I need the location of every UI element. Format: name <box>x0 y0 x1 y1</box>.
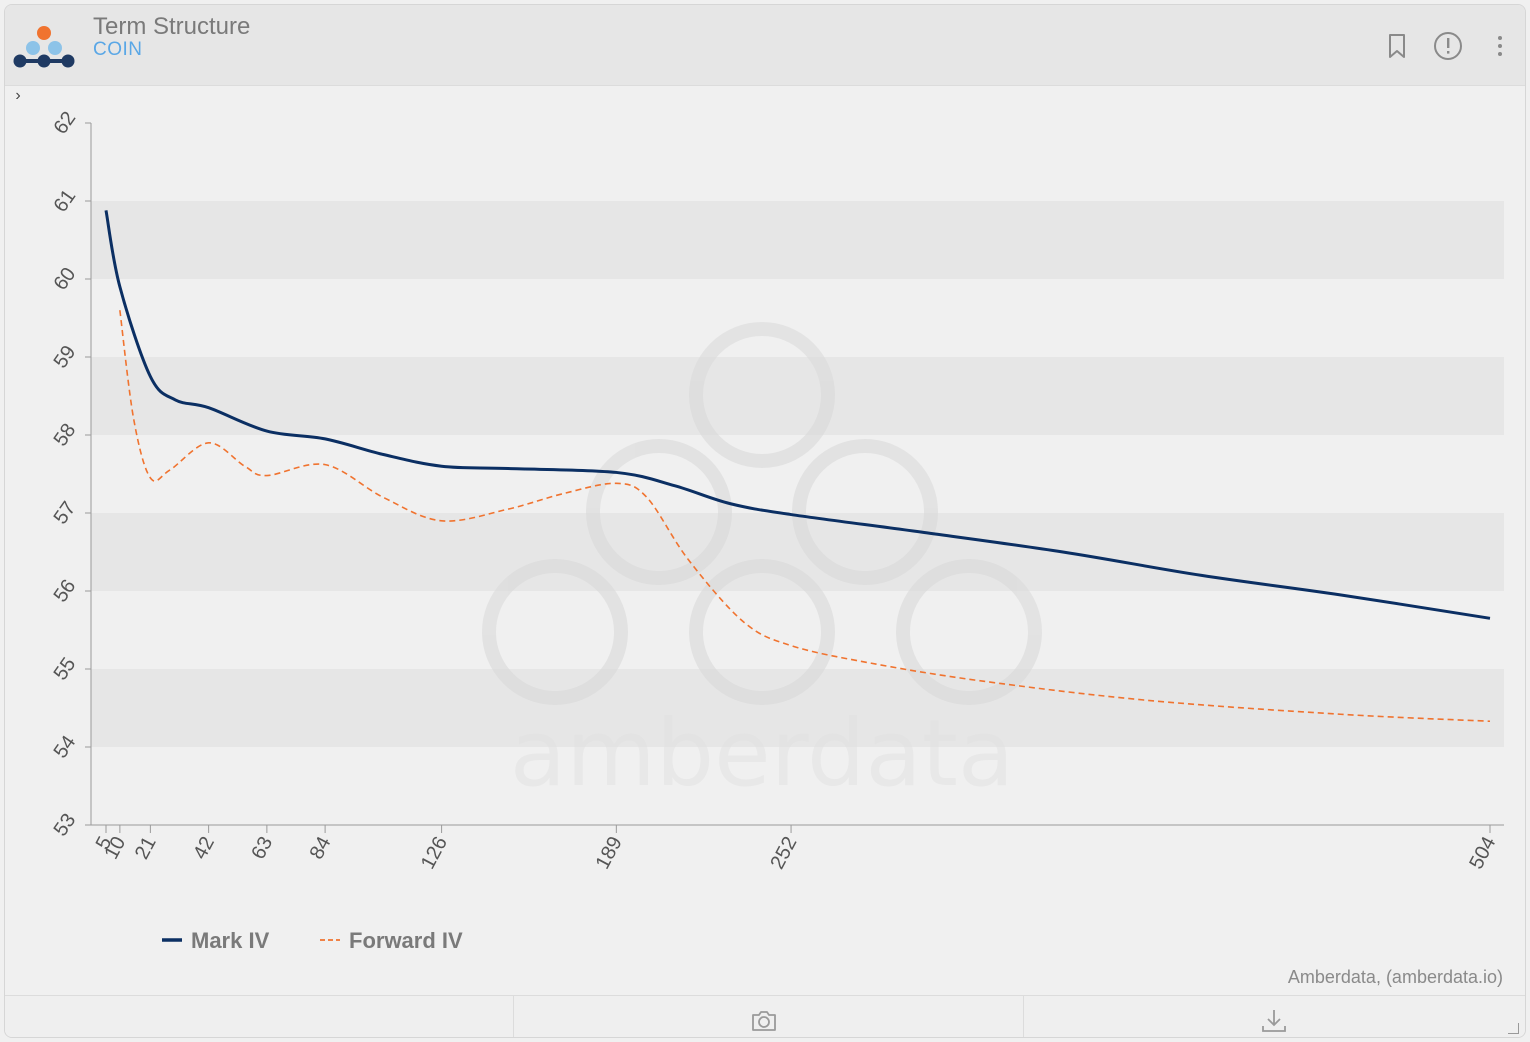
grid-band <box>91 357 1504 435</box>
expand-sidebar-icon[interactable]: › <box>15 87 21 104</box>
x-tick-label: 63 <box>247 833 277 863</box>
y-tick-label: 55 <box>50 654 81 685</box>
credit-label[interactable]: Amberdata, (amberdata.io) <box>1287 967 1503 987</box>
chart-panel: Term Structure COIN › amberdata 53 54 55 56 5… <box>4 4 1526 1038</box>
more-vertical-icon[interactable] <box>1485 31 1515 61</box>
panel-footer <box>5 995 1525 1037</box>
y-tick-label: 53 <box>50 810 81 841</box>
y-tick-label: 58 <box>50 420 81 451</box>
mark-iv-line <box>104 210 1491 620</box>
grid-band <box>91 201 1504 279</box>
x-tick-label: 189 <box>592 833 627 873</box>
panel-header: Term Structure COIN <box>5 5 1525 86</box>
amberdata-logo <box>13 26 75 68</box>
x-tick-label: 84 <box>306 833 336 863</box>
y-tick-label: 54 <box>50 732 81 763</box>
camera-icon[interactable] <box>749 1006 779 1036</box>
panel-subtitle: COIN <box>93 39 143 60</box>
x-tick-label: 21 <box>131 833 161 863</box>
legend-label[interactable]: Forward IV <box>349 928 463 953</box>
info-icon[interactable] <box>1433 31 1463 61</box>
y-tick-label: 57 <box>50 498 81 529</box>
y-tick-label: 60 <box>50 264 81 295</box>
bookmark-icon[interactable] <box>1382 31 1412 61</box>
y-tick-label: 59 <box>50 342 81 373</box>
x-tick-label: 42 <box>189 833 219 863</box>
panel-title: Term Structure <box>93 13 251 40</box>
download-icon[interactable] <box>1259 1006 1289 1036</box>
resize-handle[interactable] <box>1508 1023 1519 1034</box>
y-tick-label: 56 <box>50 576 81 607</box>
watermark: amberdata <box>482 322 1042 807</box>
x-tick-label: 504 <box>1465 833 1500 873</box>
y-tick-label: 62 <box>50 108 81 139</box>
x-tick-label: 126 <box>417 833 452 873</box>
y-tick-label: 61 <box>50 186 81 217</box>
watermark-text: amberdata <box>510 700 1014 807</box>
legend-label[interactable]: Mark IV <box>191 928 270 953</box>
x-tick-label: 252 <box>766 833 801 873</box>
forward-iv-line <box>119 310 1491 723</box>
